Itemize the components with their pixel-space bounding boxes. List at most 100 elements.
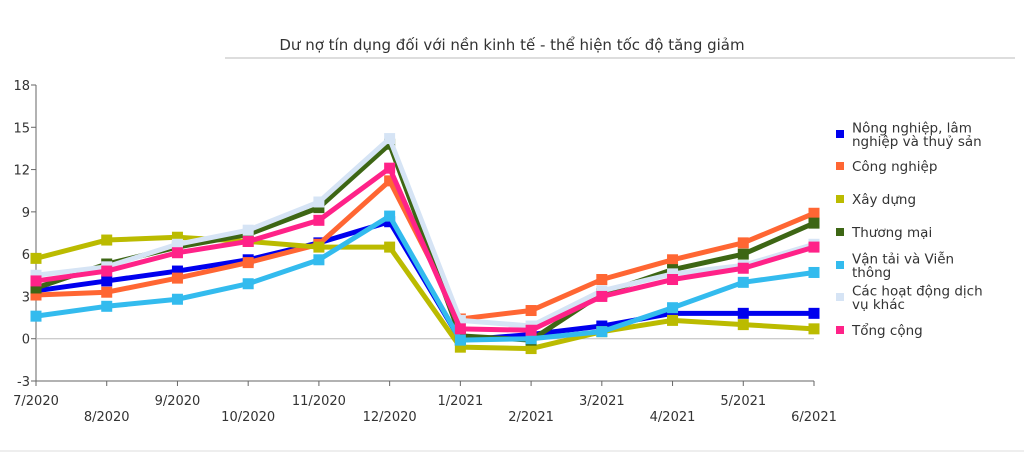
data-point[interactable]	[313, 214, 325, 226]
data-point[interactable]	[596, 290, 608, 302]
data-point[interactable]	[454, 334, 466, 346]
legend-item[interactable]: Tổng cộng	[836, 322, 923, 339]
data-point[interactable]	[808, 266, 820, 278]
series-layer	[30, 133, 820, 355]
data-point[interactable]	[808, 323, 820, 335]
data-point[interactable]	[667, 274, 679, 286]
series-line[interactable]	[33, 213, 817, 343]
data-point[interactable]	[313, 202, 325, 214]
data-point[interactable]	[384, 175, 396, 187]
series-line[interactable]	[33, 141, 817, 343]
data-point[interactable]	[667, 254, 679, 266]
data-point[interactable]	[30, 289, 42, 301]
legend-item[interactable]: Thương mại	[836, 225, 932, 241]
data-point[interactable]	[808, 307, 820, 319]
data-point[interactable]	[101, 300, 113, 312]
x-tick-label: 5/2021	[720, 394, 766, 409]
y-tick-label: -3	[17, 375, 30, 390]
legend-label: Công nghiệp	[852, 159, 937, 175]
data-point[interactable]	[667, 302, 679, 314]
data-point[interactable]	[171, 247, 183, 259]
data-point[interactable]	[101, 234, 113, 246]
data-point[interactable]	[737, 319, 749, 331]
x-tick-label: 9/2020	[155, 394, 201, 409]
data-point[interactable]	[667, 268, 679, 280]
data-point[interactable]	[101, 286, 113, 298]
data-point[interactable]	[384, 210, 396, 222]
data-point[interactable]	[313, 196, 325, 208]
data-point[interactable]	[737, 237, 749, 249]
data-point[interactable]	[525, 324, 537, 336]
data-point[interactable]	[313, 241, 325, 253]
data-point[interactable]	[667, 307, 679, 319]
data-point[interactable]	[737, 307, 749, 319]
data-point[interactable]	[525, 333, 537, 345]
data-point[interactable]	[596, 285, 608, 297]
legend-label: Các hoạt động dịch	[852, 283, 983, 299]
data-point[interactable]	[171, 231, 183, 243]
data-point[interactable]	[808, 207, 820, 219]
data-point[interactable]	[737, 276, 749, 288]
legend-label: nghiệp và thuỷ sản	[852, 134, 982, 150]
data-point[interactable]	[171, 265, 183, 277]
data-point[interactable]	[30, 252, 42, 264]
data-point[interactable]	[525, 343, 537, 355]
legend-swatch	[836, 261, 844, 269]
data-point[interactable]	[101, 265, 113, 277]
data-point[interactable]	[737, 262, 749, 274]
data-point[interactable]	[737, 248, 749, 260]
legend-swatch	[836, 228, 844, 236]
x-tick-label: 8/2020	[84, 410, 130, 425]
data-point[interactable]	[171, 272, 183, 284]
data-point[interactable]	[454, 314, 466, 326]
data-point[interactable]	[242, 278, 254, 290]
y-tick-label: 0	[22, 333, 30, 348]
legend-item[interactable]: Xây dựng	[836, 192, 916, 208]
legend-swatch	[836, 162, 844, 170]
data-point[interactable]	[596, 320, 608, 332]
data-point[interactable]	[30, 269, 42, 281]
legend-label: vụ khác	[852, 297, 905, 313]
series-line[interactable]	[33, 165, 817, 333]
data-point[interactable]	[30, 282, 42, 294]
data-point[interactable]	[242, 224, 254, 236]
data-point[interactable]	[808, 217, 820, 229]
data-point[interactable]	[313, 254, 325, 266]
data-point[interactable]	[667, 314, 679, 326]
series-line[interactable]	[33, 234, 817, 352]
data-point[interactable]	[171, 238, 183, 250]
y-tick-label: 12	[13, 164, 30, 179]
series-5[interactable]	[30, 210, 820, 346]
data-point[interactable]	[525, 305, 537, 317]
data-point[interactable]	[384, 162, 396, 174]
series-7[interactable]	[30, 162, 820, 336]
x-tick-label: 10/2020	[221, 410, 275, 425]
data-point[interactable]	[454, 323, 466, 335]
legend-item[interactable]: Công nghiệp	[836, 159, 937, 175]
data-point[interactable]	[242, 257, 254, 269]
data-point[interactable]	[30, 310, 42, 322]
data-point[interactable]	[171, 293, 183, 305]
data-point[interactable]	[384, 216, 396, 228]
data-point[interactable]	[101, 275, 113, 287]
data-point[interactable]	[384, 133, 396, 145]
x-tick-label: 6/2021	[791, 410, 837, 425]
data-point[interactable]	[808, 241, 820, 253]
series-line[interactable]	[33, 136, 817, 329]
y-tick-label: 18	[13, 79, 30, 94]
data-point[interactable]	[596, 326, 608, 338]
data-point[interactable]	[596, 274, 608, 286]
data-point[interactable]	[384, 241, 396, 253]
data-point[interactable]	[30, 275, 42, 287]
data-point[interactable]	[454, 341, 466, 353]
y-tick-label: 9	[22, 206, 30, 221]
x-tick-label: 11/2020	[292, 394, 346, 409]
x-tick-label: 1/2021	[437, 394, 483, 409]
data-point[interactable]	[242, 235, 254, 247]
legend-swatch	[836, 195, 844, 203]
